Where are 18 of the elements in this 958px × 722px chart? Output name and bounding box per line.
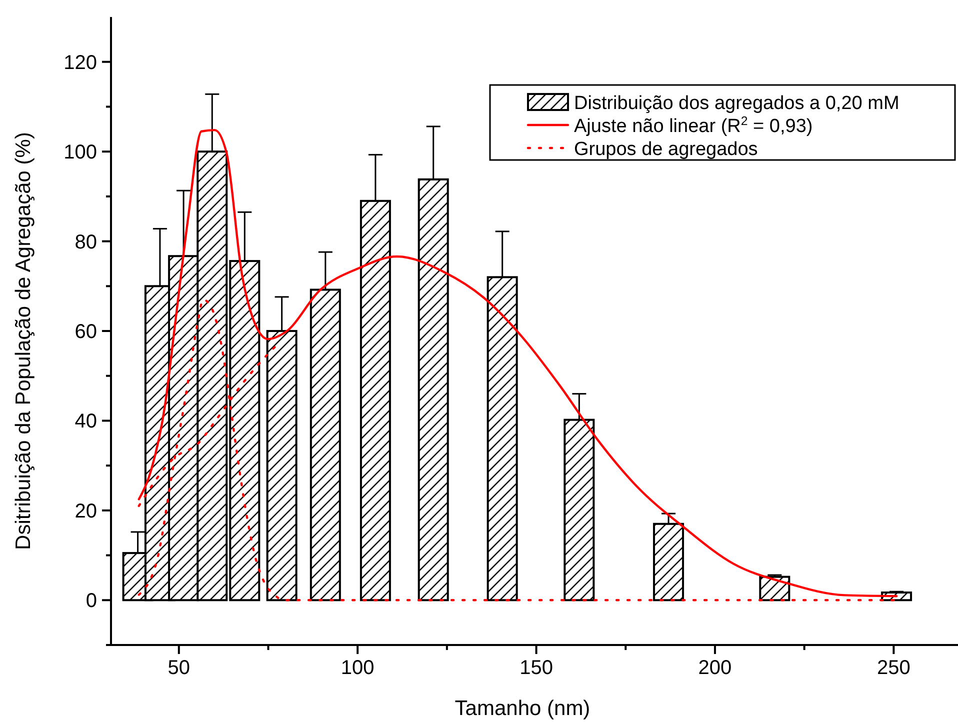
- y-tick-label: 100: [64, 142, 97, 164]
- y-tick-label: 60: [74, 321, 97, 343]
- x-tick-label: 100: [340, 657, 374, 679]
- legend-label: Grupos de agregados: [574, 139, 758, 160]
- y-tick-label: 120: [64, 52, 97, 74]
- x-tick-label: 250: [876, 657, 910, 679]
- y-axis-title: Dsitribuição da População de Agregação (%): [12, 132, 35, 550]
- y-tick-label: 20: [74, 500, 97, 522]
- x-tick-label: 200: [698, 657, 732, 679]
- x-tick-label: 50: [168, 657, 190, 679]
- y-tick-label: 0: [86, 590, 97, 612]
- y-tick-label: 80: [74, 231, 97, 254]
- legend-label: Distribuição dos agregados a 0,20 mM: [574, 93, 900, 114]
- legend-label: Ajuste não linear (R$^{2}$ = 0,93): [574, 114, 813, 137]
- y-tick-label: 40: [74, 410, 97, 433]
- x-axis-title: Tamanho (nm): [454, 697, 590, 720]
- x-tick-label: 150: [520, 657, 553, 679]
- bar: [759, 576, 790, 602]
